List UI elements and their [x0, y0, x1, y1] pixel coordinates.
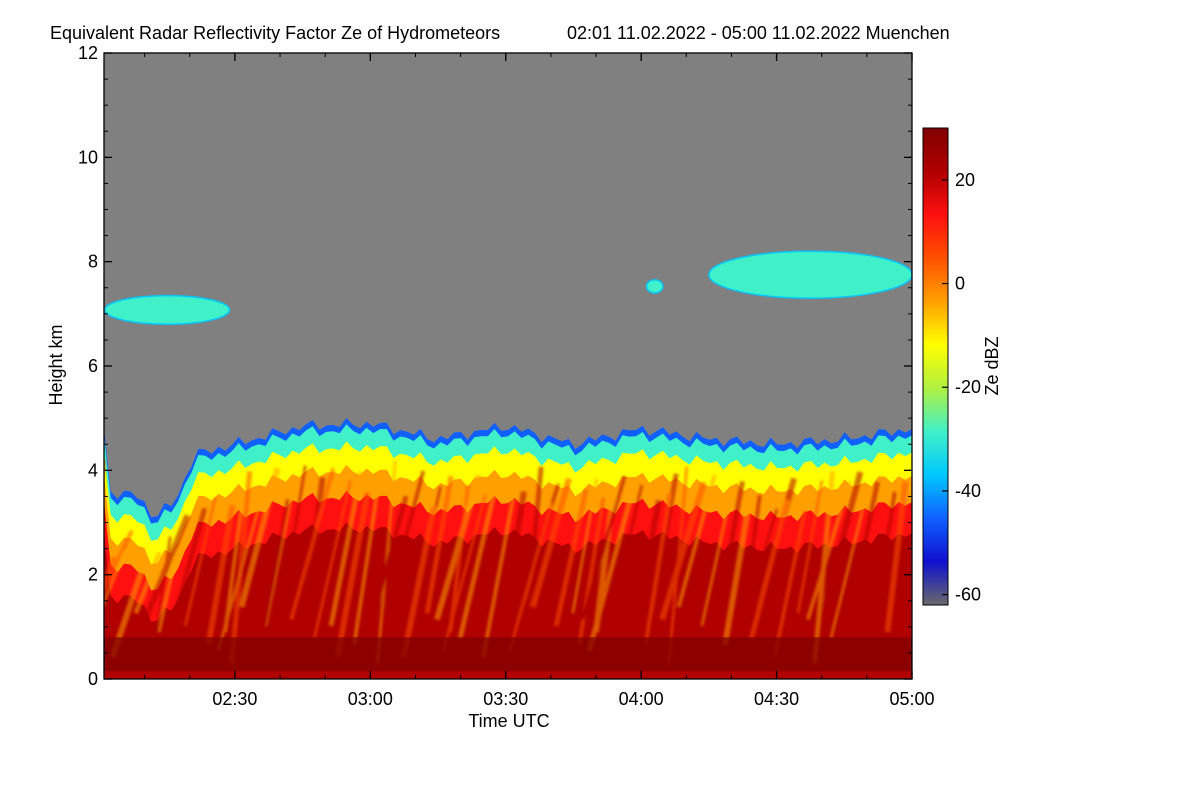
fall-streak	[530, 477, 572, 608]
y-tick-label: 2	[88, 565, 98, 585]
fall-streak	[812, 471, 836, 664]
fall-streak	[577, 497, 606, 645]
fall-streak	[205, 504, 236, 646]
fall-streak	[104, 459, 106, 477]
x-axis: 02:30 03:00 03:30 04:00 04:30 05:00	[144, 53, 935, 709]
fall-streak	[223, 493, 246, 633]
x-tick-label: 03:00	[348, 689, 393, 709]
fall-streak	[481, 496, 516, 658]
fall-streak	[289, 468, 336, 621]
fall-streak	[424, 475, 454, 614]
y-tick-label: 12	[78, 43, 98, 63]
x-tick-label: 02:30	[212, 689, 257, 709]
fall-streak	[604, 484, 644, 639]
upper-cloud-patch	[708, 250, 912, 299]
y-tick-label: 0	[88, 669, 98, 689]
fall-streak	[104, 549, 127, 607]
fall-streak	[238, 467, 281, 608]
fall-streak	[593, 486, 617, 633]
fall-streak	[749, 499, 790, 639]
fall-streak	[183, 496, 217, 627]
fall-streak	[434, 474, 482, 621]
fall-streak	[580, 475, 627, 621]
y-tick-label: 4	[88, 460, 98, 480]
fall-streak	[104, 556, 117, 588]
x-tick-label: 05:00	[889, 689, 934, 709]
colorbar-tick-label: 20	[955, 170, 975, 190]
chart-subtitle: 02:01 11.02.2022 - 05:00 11.02.2022 Muen…	[567, 23, 950, 43]
fall-streak	[352, 485, 381, 645]
x-tick-label: 04:00	[619, 689, 664, 709]
upper-cloud-patch	[645, 279, 664, 294]
fall-streak	[700, 488, 734, 627]
fall-streak	[279, 465, 307, 614]
fall-streak	[301, 477, 326, 633]
fall-streak	[520, 466, 544, 664]
y-tick-label: 6	[88, 356, 98, 376]
fall-streak	[796, 480, 824, 614]
fall-streak	[868, 491, 897, 645]
fall-streak	[312, 480, 352, 639]
y-axis: 0 2 4 6 8 10 12	[78, 43, 912, 689]
plot-area	[104, 53, 912, 679]
fall-streak	[496, 490, 527, 646]
colorbar: 20 0 -20 -40 -60 Ze dBZ	[922, 127, 1002, 606]
fall-streak	[805, 481, 852, 621]
y-tick-label: 10	[78, 147, 98, 167]
fall-streak	[104, 529, 134, 595]
fall-streak	[716, 480, 745, 614]
fall-streak	[385, 470, 426, 608]
colorbar-tick-label: -40	[955, 481, 981, 501]
colorbar-label: Ze dBZ	[982, 336, 1002, 395]
fall-streak	[845, 481, 881, 627]
colorbar-fill	[922, 127, 949, 606]
fall-streak	[361, 495, 409, 652]
fall-streak	[829, 491, 869, 639]
fall-streak	[400, 506, 437, 658]
y-axis-label: Height km	[46, 324, 66, 405]
fall-streak	[508, 502, 554, 652]
upper-cloud-patch	[104, 294, 231, 326]
x-axis-label: Time UTC	[468, 711, 549, 731]
fall-streak	[133, 551, 162, 615]
colorbar-tick-label: 0	[955, 274, 965, 294]
fall-streak	[676, 474, 717, 608]
fall-streak	[156, 549, 179, 633]
colorbar-tick-label: -20	[955, 377, 981, 397]
fall-streak	[884, 481, 909, 633]
y-tick-label: 8	[88, 252, 98, 272]
fall-streak	[166, 507, 208, 639]
fall-streak	[643, 493, 672, 645]
fall-streak	[457, 483, 499, 639]
fall-streak	[571, 478, 599, 614]
melting-layer-band	[104, 637, 912, 672]
fall-streak	[821, 471, 864, 608]
fall-streak	[722, 502, 753, 646]
fall-streak	[256, 498, 291, 658]
fall-streak	[553, 488, 589, 627]
fall-streak	[739, 494, 762, 633]
x-tick-label: 04:30	[754, 689, 799, 709]
fall-streaks	[104, 459, 909, 664]
fall-streak	[667, 466, 689, 664]
fall-streak	[328, 471, 364, 627]
fall-streak	[772, 510, 807, 658]
colorbar-tick-label: -60	[955, 585, 981, 605]
x-tick-label: 03:30	[483, 689, 528, 709]
fall-streak	[448, 485, 471, 633]
fall-streak	[626, 499, 662, 658]
chart-title: Equivalent Radar Reflectivity Factor Ze …	[50, 23, 500, 43]
fall-streak	[659, 481, 707, 621]
fall-streak	[334, 491, 371, 658]
